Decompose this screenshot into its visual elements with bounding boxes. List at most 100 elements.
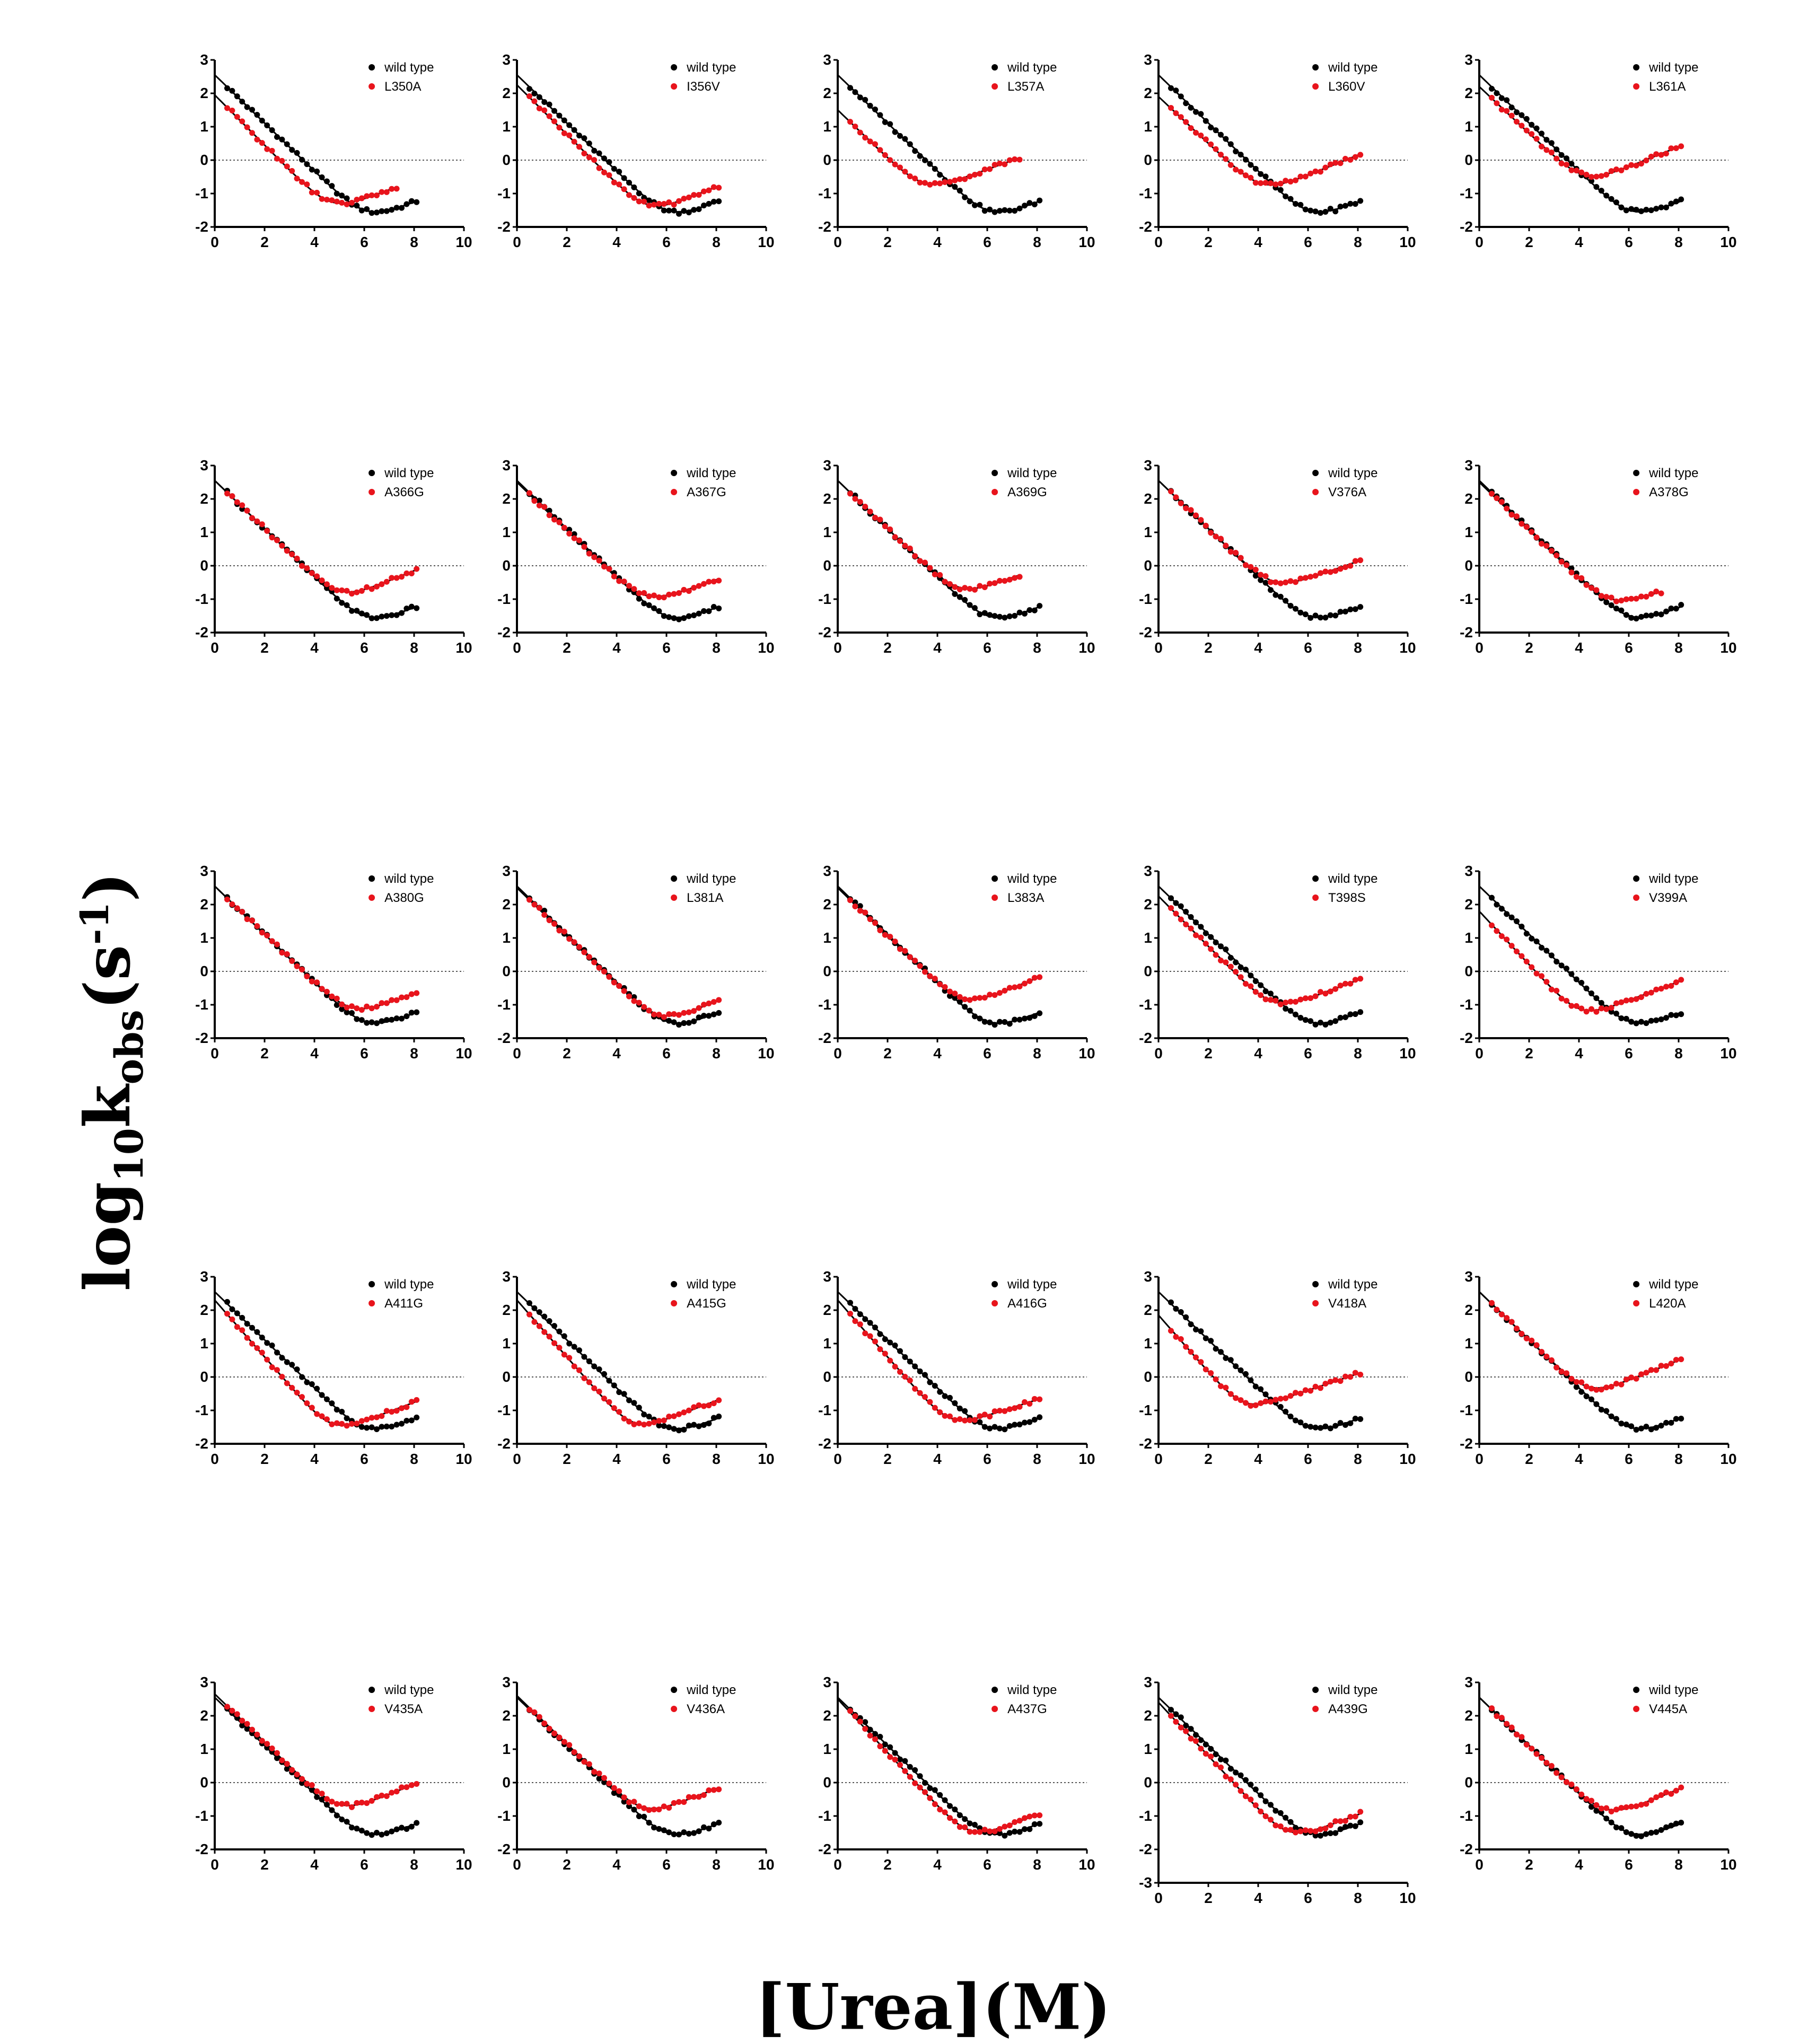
mutant-point <box>666 1011 672 1017</box>
mutant-point <box>294 1771 300 1778</box>
wild-type-point <box>1243 967 1249 973</box>
wild-type-point <box>701 203 707 209</box>
legend-marker-mutant <box>368 1706 375 1712</box>
mutant-point <box>897 164 903 171</box>
mutant-point <box>368 586 375 592</box>
mutant-point <box>1233 1395 1239 1401</box>
mutant-point <box>847 119 853 125</box>
mutant-point <box>641 198 647 205</box>
wild-type-point <box>274 1755 280 1761</box>
mutant-point <box>234 113 240 120</box>
wild-type-point <box>601 1779 607 1785</box>
wild-type-point <box>1618 1825 1625 1831</box>
wild-type-point <box>1297 1419 1304 1426</box>
mutant-point <box>947 179 953 185</box>
mutant-point <box>927 973 933 979</box>
wild-type-point <box>349 608 355 614</box>
wild-type-point <box>1277 1403 1284 1410</box>
mutant-point <box>932 1405 938 1411</box>
wild-type-point <box>1347 606 1354 612</box>
mutant-point <box>1183 1728 1189 1734</box>
wild-type-point <box>656 608 662 615</box>
mutant-point <box>1628 1374 1635 1381</box>
mutant-point <box>339 1001 345 1007</box>
wild-type-point <box>912 148 918 154</box>
mutant-point <box>710 1400 717 1407</box>
mutant-point <box>368 1005 375 1012</box>
mutant-point <box>1548 1763 1555 1769</box>
wild-type-point <box>1588 1804 1594 1810</box>
wild-type-point <box>1248 1782 1254 1788</box>
panel-V436A: -2 -1 0 1 2 3 0 2 4 6 8 10 wild type V436A <box>475 1674 774 1922</box>
y-tick-label: 3 <box>1464 1268 1473 1285</box>
wild-type-point <box>1198 1328 1204 1335</box>
wild-type-point <box>368 615 375 621</box>
mutant-point <box>666 591 672 598</box>
mutant-point <box>997 1408 1003 1414</box>
mutant-point <box>1578 1379 1585 1385</box>
legend-label-wild-type: wild type <box>1328 872 1377 886</box>
wild-type-point <box>1648 1830 1654 1836</box>
mutant-point <box>1608 1808 1614 1814</box>
wild-type-point <box>1322 209 1329 215</box>
mutant-point <box>1539 973 1544 979</box>
wild-type-point <box>902 136 908 142</box>
mutant-point <box>857 908 863 914</box>
wild-type-point <box>324 1802 330 1808</box>
y-tick-label: 2 <box>823 896 831 913</box>
wild-type-point <box>374 615 380 621</box>
mutant-point <box>671 591 677 597</box>
wild-type-point <box>1233 1769 1239 1776</box>
wild-type-point <box>917 1368 923 1374</box>
wild-type-point <box>1227 141 1234 147</box>
wild-type-point <box>294 1366 300 1373</box>
wild-type-point <box>1208 1745 1214 1752</box>
wild-type-point <box>1026 607 1033 613</box>
wild-type-point <box>972 202 978 208</box>
wild-type-point <box>1022 1826 1028 1832</box>
mutant-point <box>1252 989 1259 995</box>
wild-type-point <box>671 615 677 621</box>
y-tick-label: 2 <box>200 1707 208 1724</box>
legend-marker-wild-type <box>991 1687 998 1693</box>
wild-type-point <box>1183 1722 1189 1729</box>
mutant-point <box>710 578 717 585</box>
wild-type-point <box>1183 1314 1189 1320</box>
mutant-point <box>641 590 647 596</box>
wild-type-point <box>244 1321 250 1327</box>
wild-type-point <box>932 166 938 172</box>
mutant-point <box>546 917 552 924</box>
y-tick-label: -2 <box>195 218 208 235</box>
wild-type-point <box>1272 592 1279 598</box>
mutant-point <box>1668 1361 1674 1367</box>
mutant-point <box>1178 1724 1184 1731</box>
mutant-point <box>927 565 933 571</box>
mutant-point <box>1628 997 1635 1003</box>
wild-type-point <box>706 1826 712 1832</box>
mutant-point <box>1213 1376 1219 1382</box>
x-tick-label: 10 <box>1720 1045 1736 1062</box>
mutant-point <box>1218 1383 1224 1389</box>
wild-type-point <box>1223 1757 1229 1764</box>
mutant-point <box>897 1368 903 1375</box>
panel-V435A: -2 -1 0 1 2 3 0 2 4 6 8 10 wild type V435A <box>172 1674 472 1922</box>
mutant-point <box>1653 1367 1660 1373</box>
mutant-point <box>646 203 652 209</box>
mutant-point <box>279 157 285 164</box>
mutant-point <box>611 179 617 186</box>
y-tick-label: 3 <box>1464 457 1473 473</box>
x-tick-label: 8 <box>712 234 721 250</box>
wild-type-point <box>299 1780 305 1786</box>
y-tick-label: 0 <box>200 1774 208 1791</box>
y-tick-label: 1 <box>200 929 208 946</box>
mutant-point <box>606 1399 612 1405</box>
legend-label-wild-type: wild type <box>1007 1277 1057 1292</box>
y-tick-label: -1 <box>818 1808 831 1824</box>
mutant-point <box>229 1316 235 1322</box>
x-tick-label: 4 <box>612 1045 621 1062</box>
x-tick-label: 8 <box>1354 1045 1362 1062</box>
wild-type-point <box>956 998 963 1005</box>
